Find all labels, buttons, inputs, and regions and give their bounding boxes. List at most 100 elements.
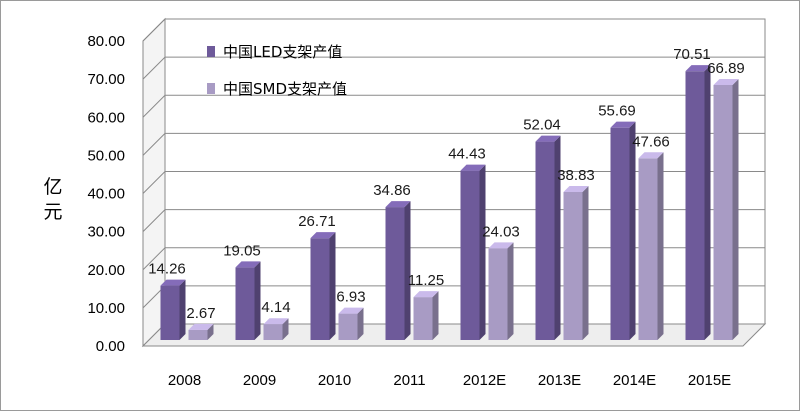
y-tick-label: 70.00 [87, 71, 125, 88]
legend-label-smd: 中国SMD支架产值 [223, 80, 347, 98]
bar-front [338, 313, 358, 340]
bar-top [488, 242, 514, 249]
data-label-led: 34.86 [373, 182, 411, 199]
bar-front [160, 285, 180, 340]
x-tick-label: 2009 [243, 372, 276, 389]
data-label-smd: 2.67 [186, 305, 215, 322]
bar-side [404, 201, 411, 340]
bar-top [310, 232, 336, 239]
bar-front [235, 267, 255, 340]
bar-led [685, 65, 711, 340]
bar-front [685, 71, 705, 340]
bar-side [329, 232, 336, 340]
bar-side [207, 323, 214, 340]
bar-top [713, 78, 739, 85]
x-tick-label: 2014E [613, 372, 656, 389]
bar-top [638, 152, 664, 159]
bar-side [507, 242, 514, 340]
bar-top [188, 323, 214, 330]
data-labels: 14.26 2.67 19.05 4.14 26.71 6.93 34.86 11.25 44.… [148, 46, 745, 322]
bar-top [413, 291, 439, 298]
x-tick-label: 2015E [688, 372, 731, 389]
bar-led [460, 164, 486, 340]
y-axis-label: 亿 元 [43, 176, 62, 223]
gridline [142, 94, 765, 118]
y-axis-ticks: 0.00 10.00 20.00 30.00 40.00 50.00 60.00 70.00 8… [87, 33, 125, 355]
x-tick-label: 2011 [393, 372, 425, 389]
bar-side [732, 78, 739, 340]
bar-led [310, 232, 336, 340]
bar-front [713, 84, 733, 340]
bar-side [554, 135, 561, 340]
bar-side [704, 65, 711, 340]
bar-side [479, 164, 486, 340]
bar-top [563, 185, 589, 192]
bar-top [160, 279, 186, 286]
gridline [142, 56, 765, 80]
bar-side [179, 279, 186, 340]
bar-smd [338, 307, 364, 340]
bar-led [610, 121, 636, 340]
bar-led [385, 201, 411, 340]
bar-smd [263, 318, 289, 340]
data-label-led: 55.69 [598, 103, 636, 120]
y-tick-label: 40.00 [87, 186, 125, 203]
legend-item-led: 中国LED支架产值 [207, 43, 342, 61]
bar-led [535, 135, 561, 340]
data-label-smd: 4.14 [261, 299, 290, 316]
data-label-led: 14.26 [148, 261, 186, 278]
data-label-led: 44.43 [448, 146, 486, 163]
x-tick-label: 2008 [168, 372, 201, 389]
y-tick-label: 20.00 [87, 262, 125, 279]
bar-top [338, 307, 364, 314]
gridline [142, 171, 765, 194]
y-tick-label: 80.00 [87, 33, 125, 50]
data-label-led: 26.71 [298, 213, 336, 230]
y-tick-label: 50.00 [87, 147, 125, 164]
x-axis-ticks: 2008 2009 2010 2011 2012E 2013E 2014E 2015E [168, 372, 731, 389]
bar-smd [638, 152, 664, 340]
bar-side [282, 318, 289, 340]
gridline [142, 18, 765, 42]
bar-front [535, 141, 555, 340]
bar-smd [563, 185, 589, 340]
gridline [142, 132, 765, 156]
bar-top [535, 135, 561, 142]
data-label-led: 70.51 [673, 46, 711, 63]
y-tick-label: 60.00 [87, 109, 125, 126]
chart-floor [141, 323, 767, 347]
data-label-smd: 47.66 [632, 133, 670, 150]
bar-side [357, 307, 364, 340]
x-tick-label: 2012E [463, 372, 506, 389]
bar-side [629, 121, 636, 340]
bar-front [385, 207, 405, 340]
y-axis-label-char-1: 亿 [43, 176, 62, 198]
bar-front [310, 238, 330, 340]
y-axis-label-char-2: 元 [43, 201, 62, 223]
bars [160, 65, 739, 340]
bar-side [432, 291, 439, 340]
y-tick-label: 30.00 [87, 224, 125, 241]
y-tick-label: 10.00 [87, 300, 125, 317]
bar-smd [413, 291, 439, 340]
bar-front [188, 329, 208, 340]
bar-smd [713, 78, 739, 340]
bar-side [582, 185, 589, 340]
bar-top [685, 65, 711, 72]
legend-swatch-smd [207, 83, 215, 94]
data-label-smd: 6.93 [336, 289, 365, 306]
bar-led [160, 279, 186, 340]
legend: 中国LED支架产值 中国SMD支架产值 [207, 43, 347, 98]
bar-front [263, 324, 283, 340]
bar-top [235, 261, 261, 268]
legend-label-led: 中国LED支架产值 [223, 43, 342, 61]
bar-top [263, 318, 289, 325]
data-label-led: 52.04 [523, 117, 561, 134]
floor-plane [141, 323, 767, 347]
data-label-smd: 66.89 [707, 60, 745, 77]
data-label-smd: 11.25 [408, 272, 444, 289]
data-label-led: 19.05 [223, 242, 261, 259]
legend-item-smd: 中国SMD支架产值 [207, 80, 347, 98]
bar-front [488, 248, 508, 340]
